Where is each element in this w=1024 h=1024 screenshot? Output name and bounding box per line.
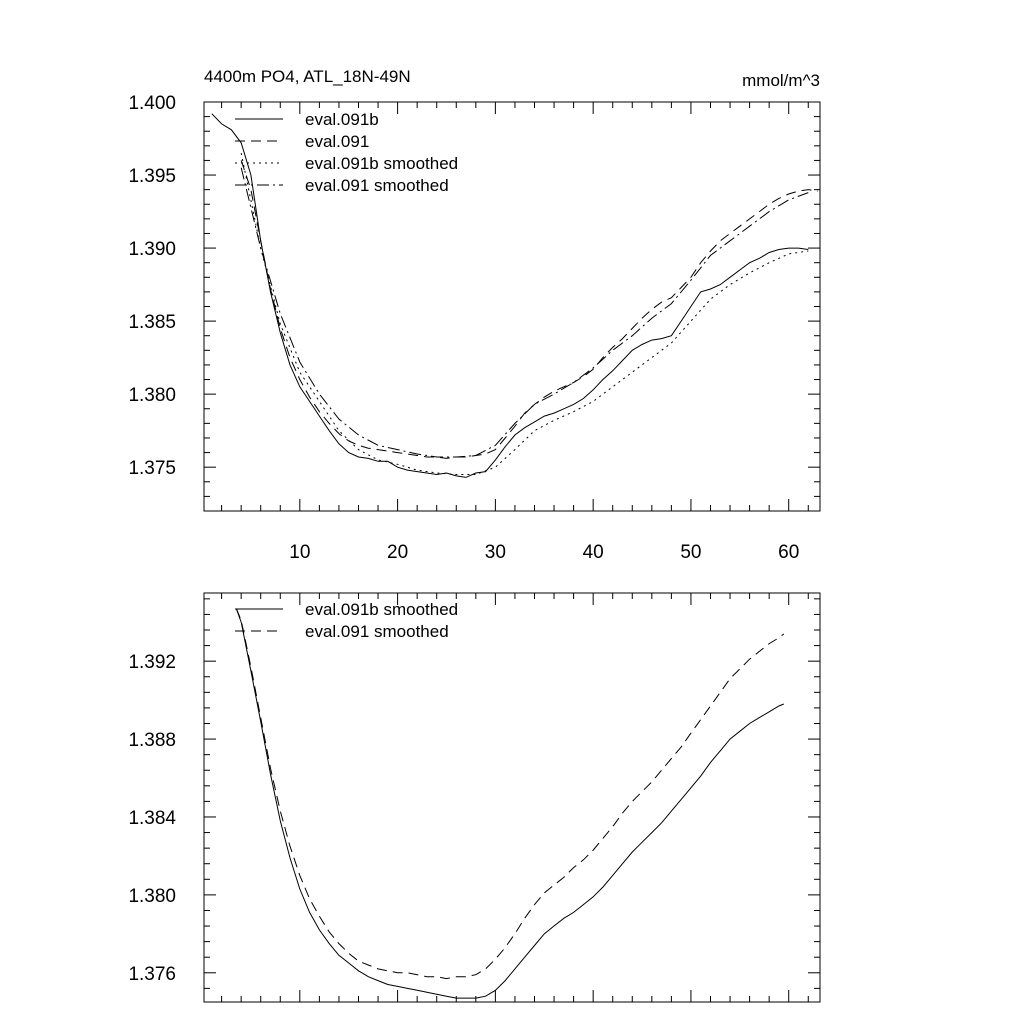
y-tick-label: 1.384 (128, 808, 176, 829)
series-group (211, 113, 819, 478)
y-tick-label: 1.376 (128, 964, 176, 985)
chart-units: mmol/m^3 (742, 71, 820, 90)
plot-frame (203, 592, 821, 1003)
y-axis: 1.375 1.380 1.385 1.390 1.395 1.400 (128, 93, 820, 512)
y-axis: 1.376 1.380 1.384 1.388 1.392 (128, 598, 820, 989)
x-axis: 10 20 30 40 50 60 (221, 102, 809, 563)
x-axis (221, 593, 809, 1002)
series-line-2 (240, 160, 819, 459)
plot-frame (203, 101, 821, 512)
series-line-2 (235, 608, 785, 980)
legend-label: eval.091 smoothed (305, 622, 449, 641)
x-tick-label: 60 (778, 542, 799, 563)
y-tick-label: 1.380 (128, 886, 176, 907)
y-tick-label: 1.385 (128, 312, 176, 333)
series-line-1 (211, 113, 809, 478)
x-tick-label: 10 (289, 542, 310, 563)
legend: eval.091b smoothed eval.091 smoothed (235, 600, 458, 641)
legend-label: eval.091b smoothed (305, 600, 458, 619)
x-tick-label: 40 (583, 542, 604, 563)
legend-label: eval.091 smoothed (305, 176, 449, 195)
bottom-panel: 1.376 1.380 1.384 1.388 1.392 eval.091b smoot… (128, 592, 821, 1003)
top-panel: 10 20 30 40 50 60 1.375 1.380 1.385 1.390 1.395 1.4… (128, 93, 821, 563)
legend-label: eval.091 (305, 132, 369, 151)
y-tick-label: 1.380 (128, 385, 176, 406)
y-tick-label: 1.390 (128, 239, 176, 260)
y-tick-label: 1.375 (128, 458, 176, 479)
y-tick-label: 1.392 (128, 652, 176, 673)
legend: eval.091b eval.091 eval.091b smoothed eval.… (235, 110, 458, 195)
series-line-1 (235, 608, 784, 999)
legend-label: eval.091b (305, 110, 379, 129)
y-tick-label: 1.400 (128, 93, 176, 114)
legend-label: eval.091b smoothed (305, 154, 458, 173)
x-tick-label: 50 (680, 542, 701, 563)
series-line-4 (240, 167, 809, 458)
series-group (235, 608, 785, 999)
x-tick-label: 30 (485, 542, 506, 563)
y-tick-label: 1.395 (128, 166, 176, 187)
chart-title: 4400m PO4, ATL_18N-49N (204, 67, 411, 86)
x-tick-label: 20 (387, 542, 408, 563)
y-tick-label: 1.388 (128, 730, 176, 751)
